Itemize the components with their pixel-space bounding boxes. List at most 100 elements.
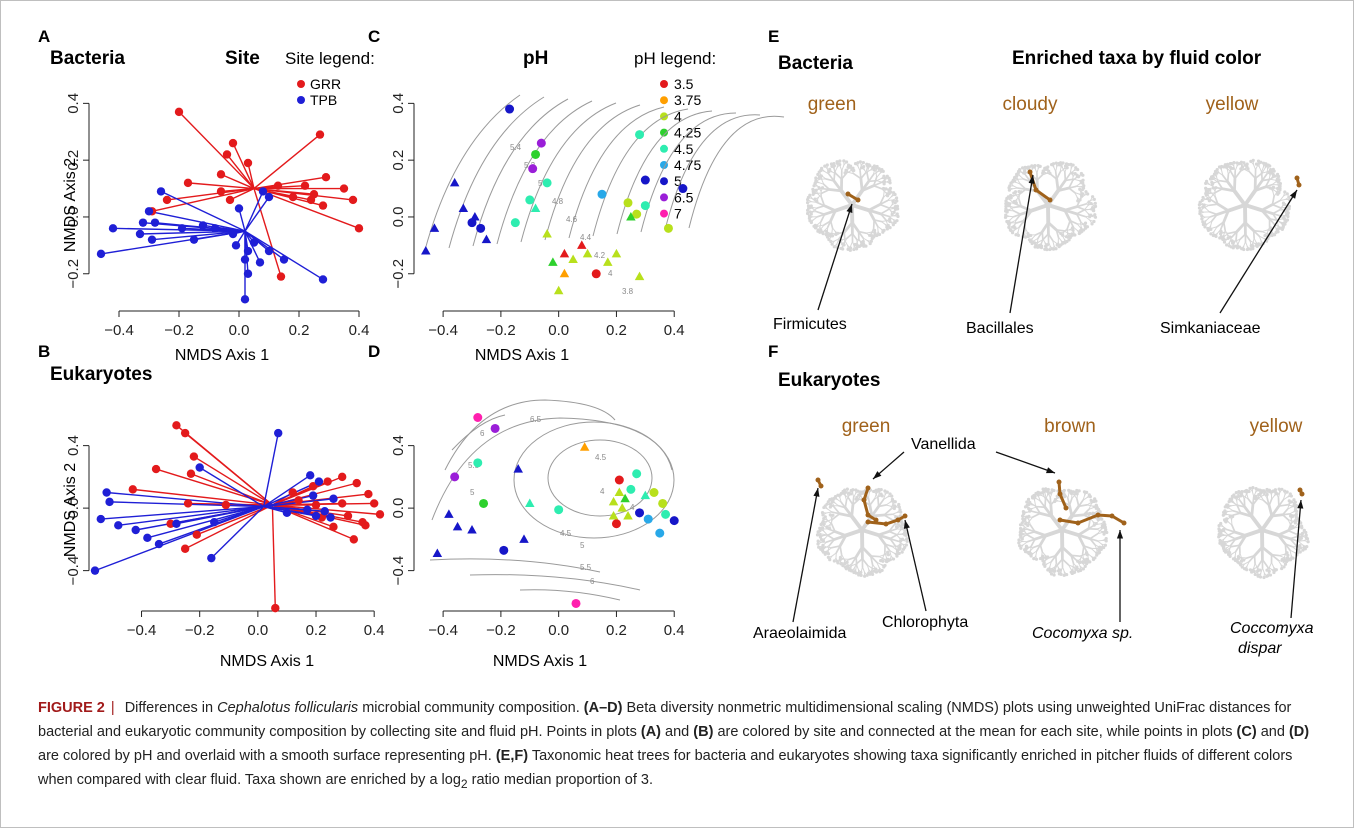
site-legend: GRR TPB [297,76,341,108]
contour-label-d-8: 5 [580,541,585,550]
tree-branch-e3-351 [1215,178,1221,182]
tree-branch-e2-248 [1011,219,1017,223]
spider-line-tpb-0 [262,432,279,507]
tree-leaf-e2-224 [1014,233,1018,237]
tree-leaf-f1-395 [851,488,855,492]
tree-branch-e2-328 [1012,185,1019,189]
point-tpb-15 [308,491,318,500]
tree-leaf-e2-297 [1006,195,1010,199]
tree-leaf-f1-492 [897,505,901,509]
tree-branch-e2-253 [1012,213,1022,218]
point-tpb-11 [210,517,219,527]
tree-branch-e1-309 [839,188,854,207]
tree-branch-f1-36 [889,533,899,540]
enriched-node-chlorophyta-0 [865,519,871,525]
tree-leaf-f1-183 [852,570,856,575]
tree-branch-f2-220 [1035,550,1038,557]
tree-leaf-e3-501 [1278,181,1283,186]
spider-line-grr-2 [226,154,255,189]
tree-leaf-f1-512 [897,523,901,527]
label-araeolaimida: Araeolaimida [753,625,846,642]
tree-leaf-f3-224 [1231,557,1236,561]
tree-leaf-f3-158 [1258,575,1263,579]
tree-leaf-f1-224 [832,559,836,563]
tree-branch-f2-309 [1049,514,1064,532]
x-tick-label-b-2: 0.0 [247,622,268,639]
enriched-branch-vanellida-1 [862,487,877,522]
tree-branch-e2-311 [1018,188,1027,196]
tree-leaf-f2-384 [1037,491,1041,495]
tree-branch-f1-140 [866,564,873,569]
point-tpb-18 [264,192,274,202]
tree-leaf-e1-178 [846,247,851,251]
tree-branch-f3-362 [1238,494,1241,502]
tree-branch-e1-174 [844,240,849,246]
caption-text-2: microbial community composition. [362,700,580,716]
tree-branch-e3-426 [1252,163,1257,171]
tree-leaf-f2-336 [1025,500,1029,504]
tree-leaf-e1-286 [806,204,811,208]
tree-leaf-e1-95 [875,233,879,238]
tree-branch-f3-420 [1260,495,1265,502]
tree-branch-f1-167 [850,563,857,567]
contour-line-c-6 [568,106,665,239]
tree-leaf-f3-213 [1239,559,1244,563]
tree-leaf-f1-44 [904,531,908,535]
tree-branch-f3-309 [1249,514,1264,532]
panel-e-title: Enriched taxa by fluid color [1012,48,1262,69]
ph-legend-marker-5 [660,177,668,186]
tree-leaf-e3-430 [1251,158,1255,163]
point-circle-d-0 [473,413,483,422]
plot-c: −0.4−0.20.00.20.4−0.20.00.20.45.45.254.8… [390,93,785,339]
panel-c: C pH pH legend: 3.53.7544.254.54.7556.57… [368,27,785,364]
tree-branch-e3-243 [1210,220,1213,227]
tree-leaf-f3-126 [1280,566,1284,571]
tree-branch-f3-465 [1282,496,1289,501]
tree-branch-f3-106 [1278,553,1285,557]
point-triangle-d-26 [519,534,529,543]
tree-leaf-f3-144 [1272,570,1276,575]
point-grr-2 [222,150,232,159]
tree-leaf-f3-44 [1304,533,1308,537]
tree-branch-f1-460 [882,494,886,501]
tree-branch-f3-488 [1287,506,1293,510]
tree-leaf-e1-370 [829,162,834,166]
tree-branch-f1-76 [891,545,897,550]
site-legend-label-tpb: TPB [310,92,337,108]
enriched-node-chlorophyta-1 [883,521,889,527]
tree-branch-e1-48 [888,215,895,217]
x-tick-label-a-4: 0.4 [349,322,370,339]
tree-branch-f2-298 [1029,524,1036,533]
spider-line-grr-0 [178,111,255,190]
tree-leaf-e3-142 [1257,242,1261,246]
tree-leaf-e1-353 [816,172,820,177]
tree-leaf-f3-198 [1239,563,1243,567]
tree-branch-f1-504 [883,514,893,521]
point-tpb-9 [228,229,238,239]
tree-branch-e2-37 [1083,205,1089,211]
panel-a-group: Bacteria [50,48,125,69]
y-tick-label-d-0: −0.4 [390,556,407,586]
tree-leaf-f1-247 [824,551,828,555]
tree-leaf-e2-389 [1026,165,1030,169]
point-tpb-21 [318,275,328,284]
tree-leaf-e3-189 [1225,243,1229,247]
tree-branch-e3-140 [1249,240,1256,245]
tree-leaf-f2-130 [1079,568,1083,572]
enriched-node-coccomyxa-dispar-1 [1299,491,1305,497]
point-circle-d-10 [661,509,671,519]
tree-leaf-f2-50 [1104,536,1108,541]
tree-branch-e1-379 [835,173,843,180]
y-tick-label-a-2: 0.2 [65,150,82,171]
eukaryote-heat-trees [792,451,1310,623]
point-tpb-20 [311,511,321,521]
panel-letter-c: C [368,27,380,46]
tree-leaf-f2-453 [1071,490,1076,494]
tree-branch-e2-0 [1046,203,1067,213]
tree-leaf-f3-41 [1304,530,1308,535]
tree-branch-e2-436 [1055,171,1062,180]
tree-leaf-f2-469 [1088,494,1092,499]
enriched-node-vanellida-2-1 [1057,491,1063,497]
point-triangle-d-31 [608,510,619,520]
tree-leaf-f3-469 [1289,494,1293,498]
